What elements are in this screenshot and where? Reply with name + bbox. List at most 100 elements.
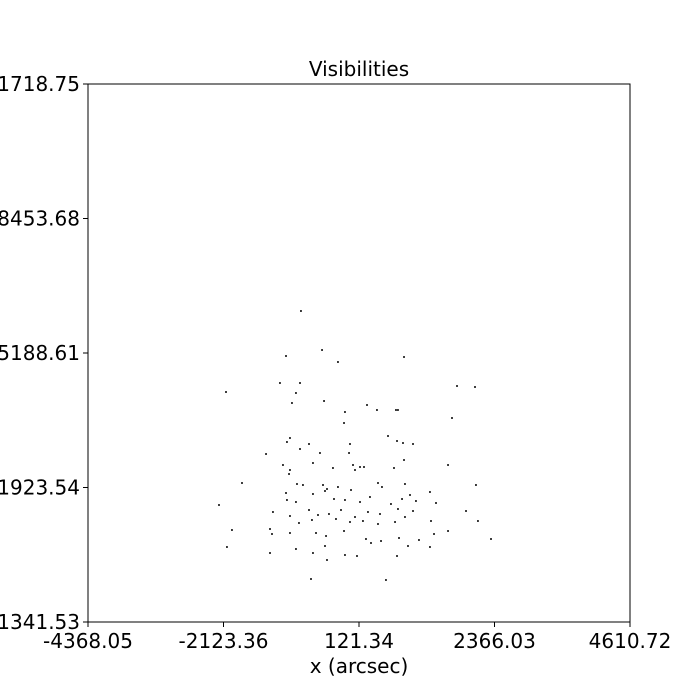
point — [294, 501, 297, 504]
point — [270, 532, 273, 535]
point — [321, 349, 324, 352]
point — [284, 355, 287, 358]
point — [387, 435, 390, 438]
point — [299, 382, 302, 385]
point — [355, 554, 358, 557]
point — [474, 386, 477, 389]
point — [361, 520, 364, 523]
point — [398, 536, 401, 539]
point — [396, 554, 399, 557]
point — [406, 545, 409, 548]
point — [290, 402, 293, 405]
x-axis-label: x (arcsec) — [310, 654, 409, 678]
point — [307, 509, 310, 512]
x-tick-label: 2366.03 — [453, 629, 536, 653]
point — [368, 495, 371, 498]
point — [332, 498, 335, 501]
point — [412, 510, 415, 513]
x-tick-label: 4610.72 — [589, 629, 672, 653]
point — [369, 542, 372, 545]
point — [403, 459, 406, 462]
point — [352, 463, 355, 466]
point — [311, 551, 314, 554]
x-tick-label: -4368.05 — [43, 629, 133, 653]
point — [412, 443, 415, 446]
point — [403, 483, 406, 486]
point — [331, 466, 334, 469]
point — [417, 539, 420, 542]
point — [295, 483, 298, 486]
point — [396, 409, 399, 412]
point — [350, 488, 353, 491]
point — [294, 547, 297, 550]
x-tick-label: 121.34 — [324, 629, 394, 653]
point — [394, 409, 397, 412]
point — [301, 484, 304, 487]
point — [376, 481, 379, 484]
point — [288, 469, 291, 472]
point — [451, 417, 454, 420]
point — [348, 521, 351, 524]
point — [311, 462, 314, 465]
point — [447, 463, 450, 466]
point — [325, 558, 328, 561]
point — [323, 400, 326, 403]
point — [403, 516, 406, 519]
point — [380, 539, 383, 542]
point — [348, 452, 351, 455]
point — [299, 448, 302, 451]
point — [375, 409, 378, 412]
point — [271, 511, 274, 514]
y-tick-label: -1341.53 — [0, 610, 80, 634]
point — [489, 538, 492, 541]
point — [366, 404, 369, 407]
point — [359, 466, 362, 469]
point — [476, 520, 479, 523]
point — [318, 452, 321, 455]
point — [315, 532, 318, 534]
point — [339, 509, 342, 512]
point — [336, 485, 339, 488]
point — [396, 440, 399, 443]
point — [474, 484, 477, 487]
chart-title: Visibilities — [309, 57, 409, 81]
point — [323, 490, 326, 493]
point — [334, 517, 337, 520]
point — [230, 528, 233, 531]
point — [288, 532, 291, 534]
point — [394, 521, 397, 524]
point — [428, 491, 431, 494]
point — [217, 504, 220, 507]
point — [343, 411, 346, 414]
point — [343, 422, 346, 425]
point — [447, 530, 450, 533]
point — [269, 528, 272, 531]
point — [433, 532, 436, 535]
point — [353, 469, 356, 472]
point — [327, 513, 330, 516]
point — [396, 508, 399, 511]
y-tick-label: 11718.75 — [0, 72, 80, 96]
y-tick-label: 1923.54 — [0, 476, 80, 500]
point — [435, 502, 438, 505]
point — [288, 515, 291, 518]
point — [316, 513, 319, 516]
plot-frame — [87, 83, 631, 623]
point — [380, 485, 383, 488]
point — [348, 443, 351, 446]
point — [414, 500, 417, 503]
point — [364, 538, 367, 541]
point — [325, 535, 328, 538]
point — [311, 493, 314, 496]
point — [384, 579, 387, 582]
point — [428, 546, 431, 549]
point — [284, 492, 287, 495]
y-tick-label: 8453.68 — [0, 207, 80, 231]
point — [307, 443, 310, 446]
point — [240, 481, 243, 484]
point — [353, 516, 356, 519]
point — [285, 499, 288, 502]
point — [225, 546, 228, 549]
point — [429, 520, 432, 523]
